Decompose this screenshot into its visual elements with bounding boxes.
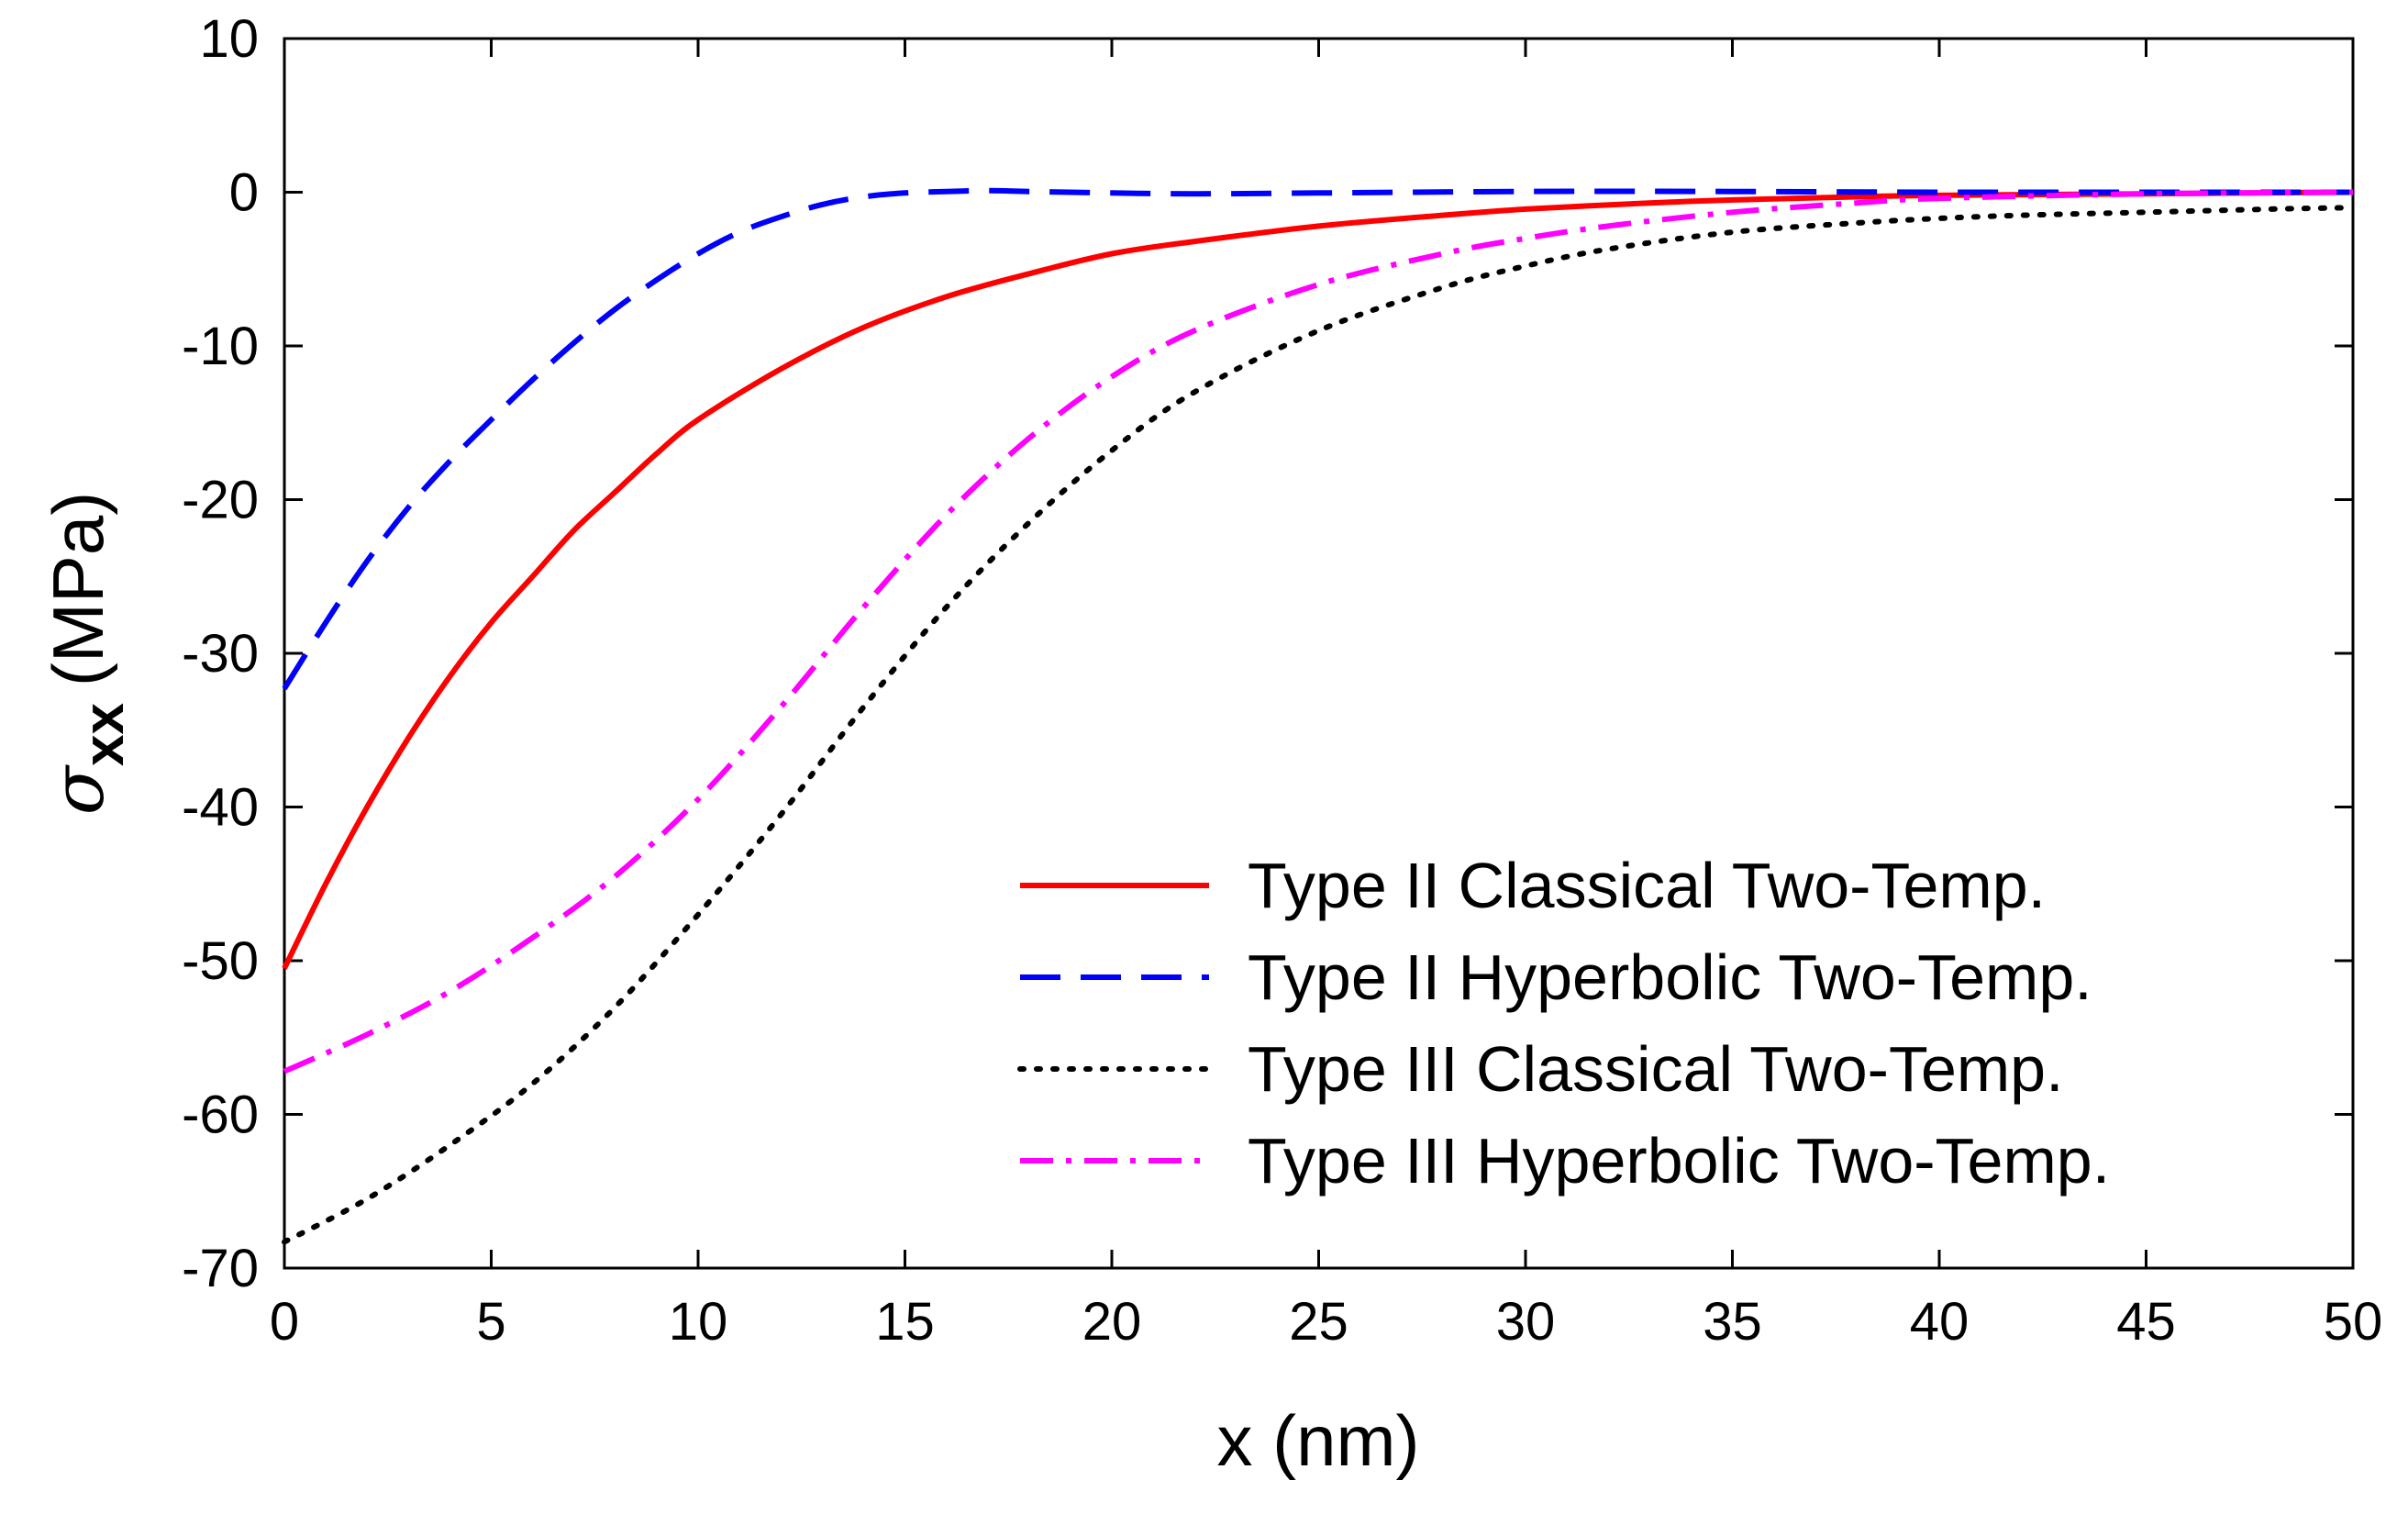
legend-label-type-ii-hyperbolic: Type II Hyperbolic Two-Temp. <box>1248 941 2092 1013</box>
x-tick-label: 30 <box>1496 1292 1556 1352</box>
y-tick-label: -50 <box>182 931 259 991</box>
x-tick-label: 0 <box>270 1292 299 1352</box>
legend-label-type-iii-hyperbolic: Type III Hyperbolic Two-Temp. <box>1248 1125 2110 1197</box>
x-tick-label: 10 <box>669 1292 728 1352</box>
y-tick-label: 10 <box>199 9 259 69</box>
y-tick-label: -30 <box>182 624 259 684</box>
y-tick-label: 0 <box>229 163 259 223</box>
legend-label-type-ii-classical: Type II Classical Two-Temp. <box>1248 850 2046 921</box>
y-axis-symbol: σ <box>38 764 120 815</box>
x-tick-label: 25 <box>1289 1292 1348 1352</box>
x-tick-label: 50 <box>2324 1292 2383 1352</box>
svg-text:σxx(MPa): σxx (MPa) <box>38 492 136 816</box>
y-tick-label: -60 <box>182 1085 259 1145</box>
plot-area <box>283 37 2355 1270</box>
y-tick-label: -10 <box>182 317 259 376</box>
axis-ticks <box>283 37 2355 1270</box>
y-tick-label: -40 <box>182 778 259 838</box>
x-tick-label: 20 <box>1082 1292 1142 1352</box>
x-tick-label: 45 <box>2116 1292 2176 1352</box>
series-line-type-ii-hyperbolic <box>282 187 2353 691</box>
y-axis-unit: (MPa) <box>38 492 118 686</box>
y-tick-labels: 10 0 -10 -20 -30 -40 -50 -60 -70 <box>182 9 259 1298</box>
x-axis-title: x (nm) <box>1217 1400 1420 1481</box>
x-tick-label: 40 <box>1910 1292 1970 1352</box>
legend: Type II Classical Two-Temp. Type II Hyper… <box>1017 850 2110 1197</box>
y-tick-label: -20 <box>182 471 259 530</box>
series-layer <box>282 187 2356 1245</box>
x-tick-label: 15 <box>875 1292 935 1352</box>
y-axis-title: σxx (MPa) <box>38 492 136 816</box>
y-axis-subscript: xx <box>72 703 136 766</box>
x-tick-label: 5 <box>476 1292 505 1352</box>
series-line-type-ii-classical <box>282 189 2354 970</box>
series-line-type-iii-classical <box>282 205 2356 1245</box>
legend-label-type-iii-classical: Type III Classical Two-Temp. <box>1248 1033 2064 1105</box>
y-tick-label: -70 <box>182 1239 259 1298</box>
series-line-type-iii-hyperbolic <box>283 189 2354 1074</box>
x-tick-label: 35 <box>1703 1292 1762 1352</box>
x-tick-labels: 0 5 10 15 20 25 30 35 40 45 50 <box>270 1292 2382 1352</box>
